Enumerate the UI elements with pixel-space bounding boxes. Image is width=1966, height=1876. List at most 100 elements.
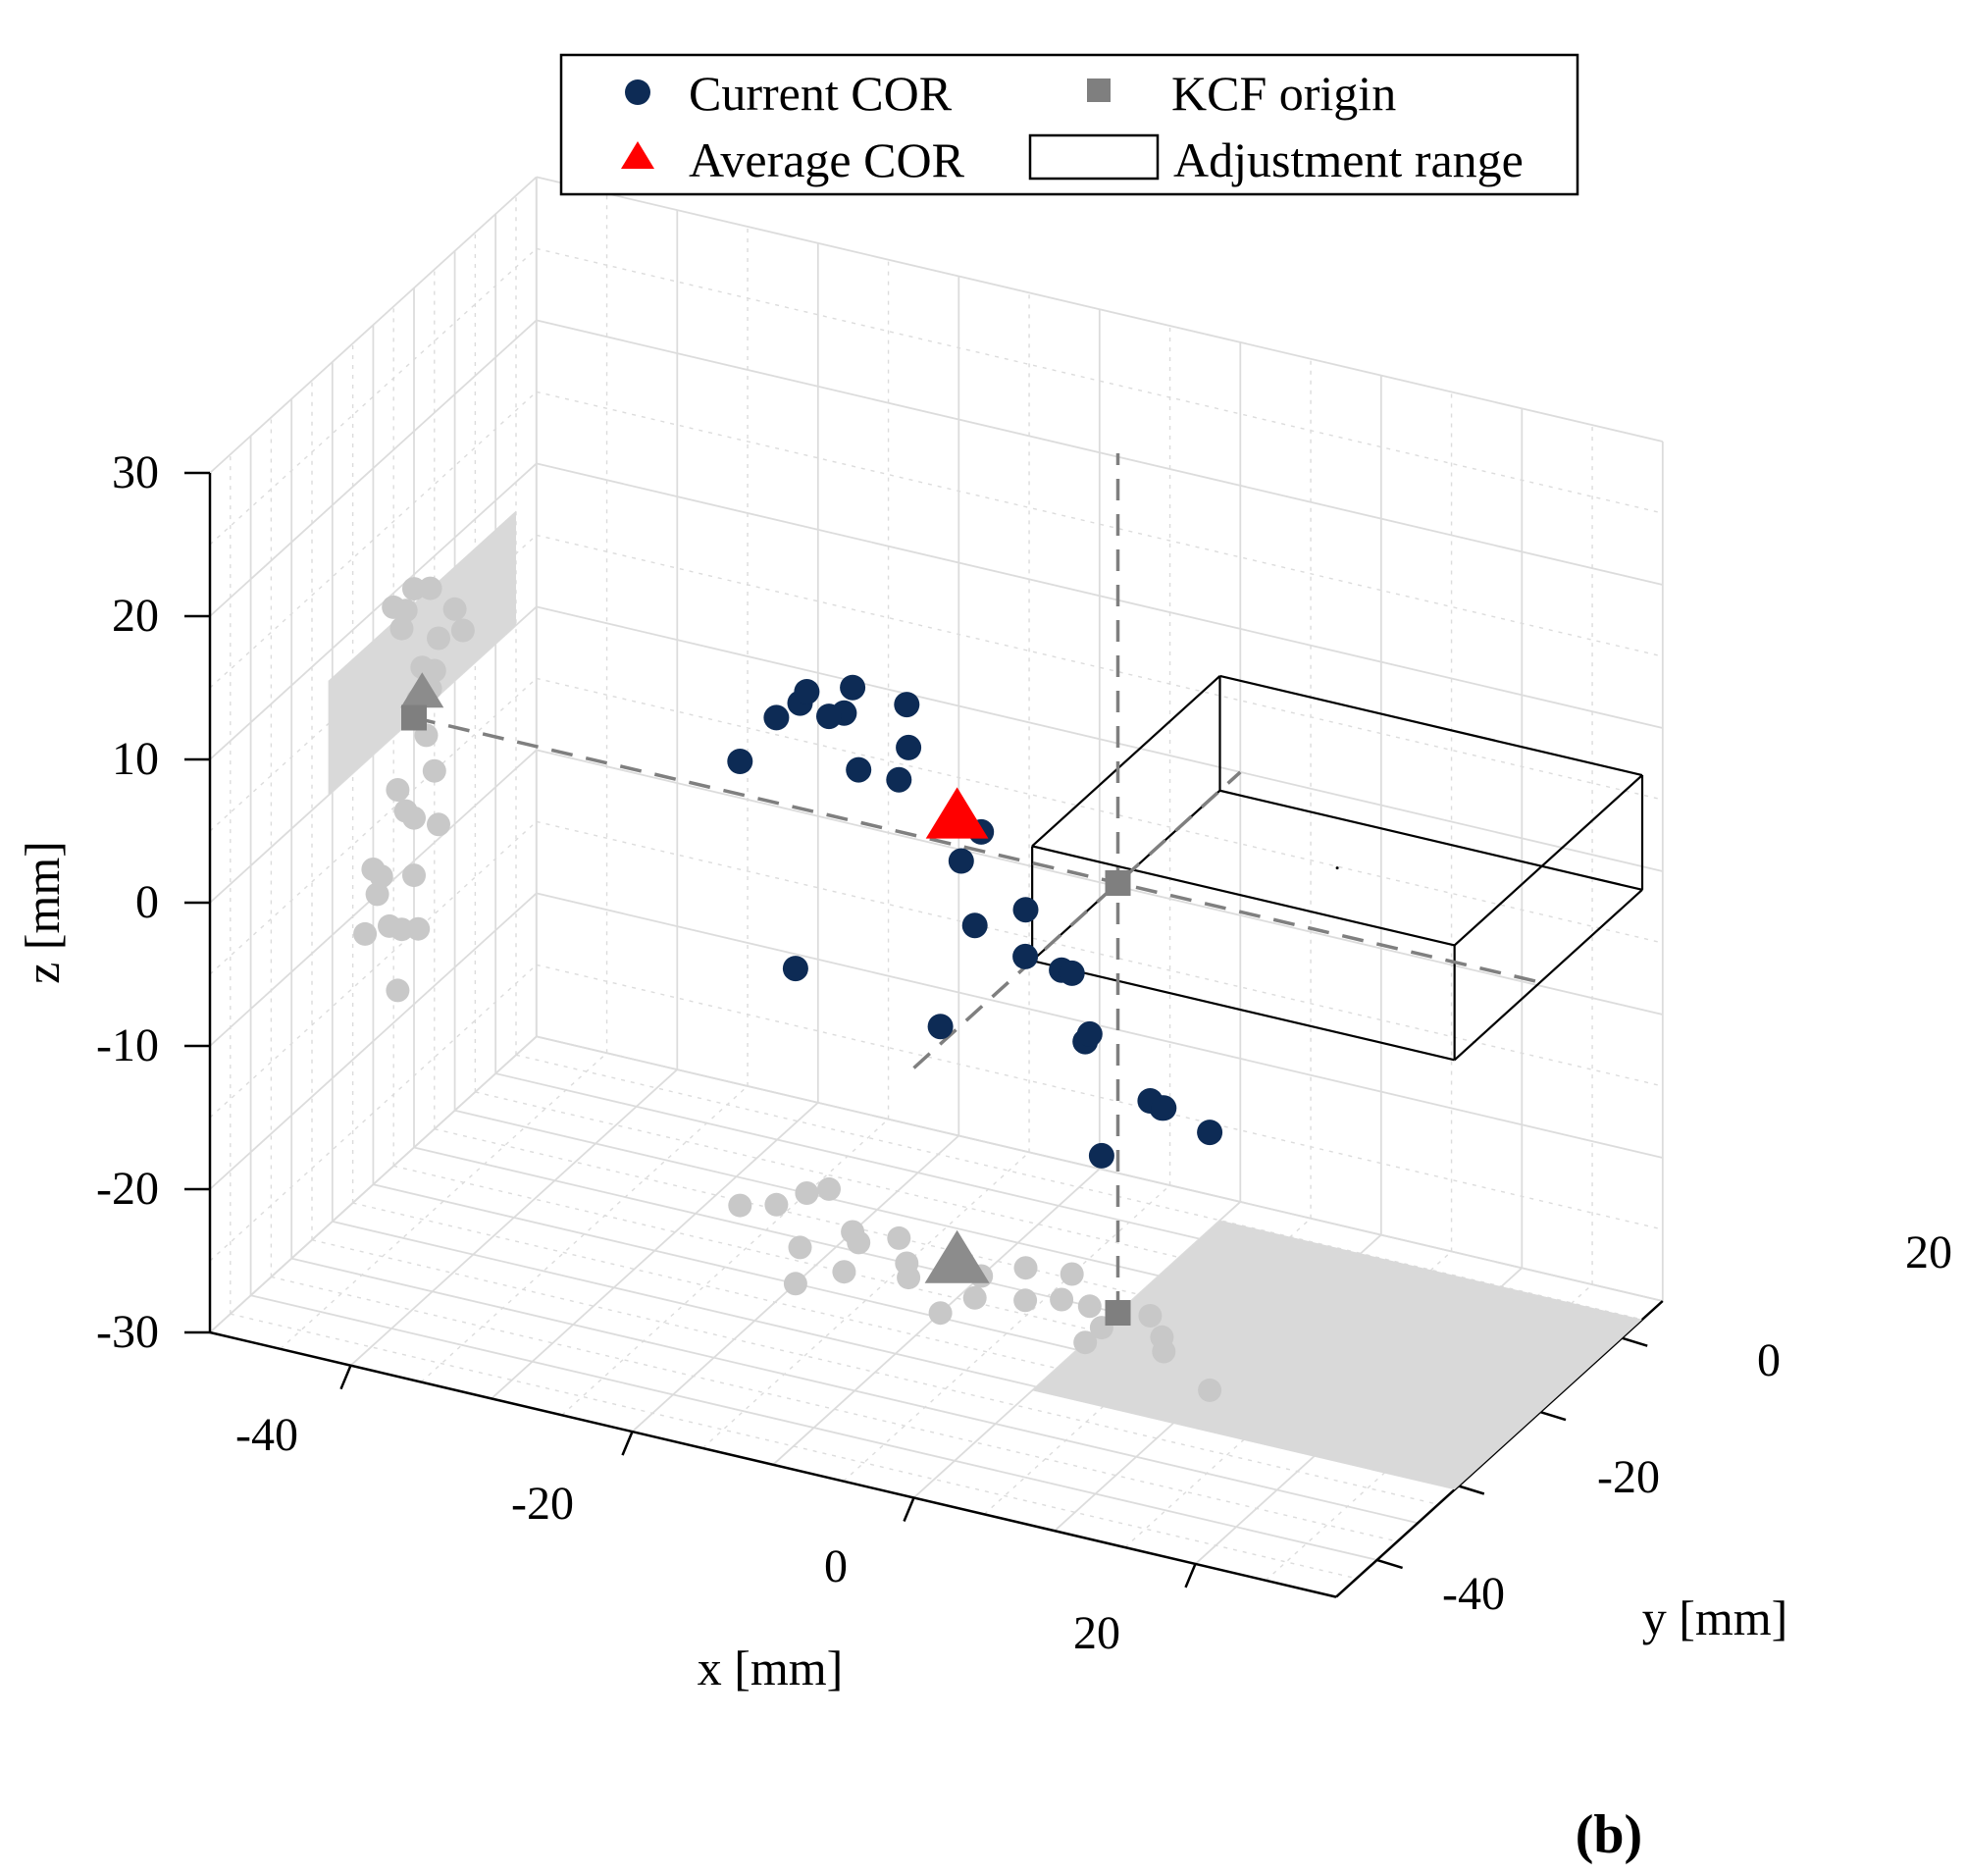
range-box-edge (1219, 674, 1643, 777)
wall-projection-point (427, 626, 450, 651)
current-cor-point (927, 1014, 954, 1040)
y-tick-mark (1539, 1410, 1567, 1422)
floor-grid-line (230, 1313, 1357, 1580)
floor-projection-point (728, 1193, 752, 1218)
legend-average-cor-marker (621, 141, 654, 169)
wall-projection-point (365, 882, 389, 907)
z-tick-labels: 30 20 10 0 -10 -20 -30 (96, 446, 159, 1358)
legend-current-cor-label: Current COR (689, 66, 953, 121)
z-tick-label: 0 (135, 876, 159, 928)
current-cor-point (1088, 1142, 1114, 1169)
y-tick-mark (1458, 1485, 1485, 1495)
back-wall-grid-line (536, 391, 1663, 657)
wall-projection-point (427, 812, 450, 837)
left-wall-shadow (328, 510, 516, 796)
y-tick-label: 20 (1905, 1226, 1952, 1278)
floor-projection-point (962, 1285, 987, 1310)
current-cor-point (794, 679, 820, 704)
floor-projection-point (1013, 1256, 1038, 1280)
left-wall-grid-line (209, 462, 538, 760)
x-tick-mark (903, 1497, 915, 1522)
current-cor-point (896, 734, 922, 760)
current-cor-point (782, 956, 808, 982)
legend-kcf-origin-marker (1087, 78, 1111, 102)
back-wall-grid-line (536, 892, 1664, 1159)
wall-projection-average (400, 672, 444, 708)
floor-grid-line (250, 1294, 1377, 1561)
back-wall-grid-line (536, 319, 1664, 586)
left-wall-grid-line (209, 892, 538, 1190)
floor-projection-point (928, 1301, 953, 1326)
y-axis-label: y [mm] (1642, 1590, 1788, 1645)
z-tick-label: 10 (112, 733, 159, 785)
range-box (1031, 674, 1644, 1062)
left-wall-grid-line (209, 176, 538, 474)
range-box-edge (1219, 789, 1643, 891)
z-tick-label: -30 (96, 1306, 159, 1358)
floor-projection-point (887, 1225, 911, 1250)
back-wall-grid-line (536, 964, 1663, 1230)
current-cor-point (1012, 897, 1039, 923)
z-tick-label: -20 (96, 1163, 159, 1215)
back-wall-grid-line (536, 605, 1664, 872)
current-cor-point (1012, 943, 1039, 969)
current-cor-point (886, 766, 912, 793)
origin-lines (401, 453, 1541, 1326)
floor-projection-point (1013, 1288, 1038, 1313)
y-tick-mark (1621, 1336, 1648, 1347)
y-axis-line (1335, 1300, 1664, 1598)
average-cor-marker (925, 787, 989, 839)
floor-projection-point (1060, 1262, 1084, 1286)
shadow-layer (328, 510, 1642, 1490)
legend-current-cor-marker (625, 79, 650, 105)
x-tick-label: -20 (511, 1478, 574, 1530)
floor-projection-point (783, 1272, 807, 1296)
y-tick-label: 0 (1757, 1334, 1781, 1386)
x-tick-mark (1184, 1563, 1197, 1589)
floor-projection-point (1152, 1339, 1176, 1364)
z-tick-label: -10 (96, 1019, 159, 1071)
floor-projection-point (1077, 1294, 1102, 1319)
data-layer (727, 674, 1223, 1169)
x-tick-label: 20 (1073, 1607, 1120, 1659)
range-box-center (1335, 866, 1339, 870)
y-tick-mark (1376, 1558, 1403, 1570)
floor-grid-line (271, 1276, 1398, 1542)
x-axis-label: x [mm] (698, 1641, 844, 1695)
left-wall-grid-line (209, 319, 538, 617)
range-box-edge (1453, 889, 1643, 1062)
floor-projection-point (795, 1181, 819, 1205)
floor-projection-point (1138, 1304, 1163, 1328)
range-box-edge (1031, 845, 1455, 947)
x-tick-label: -40 (235, 1409, 298, 1461)
range-box-edge (1031, 675, 1221, 848)
z-axis-label: z [mm] (15, 841, 70, 984)
wall-projection-point (402, 806, 426, 830)
kcf-origin-marker (1105, 870, 1131, 896)
legend: Current COR KCF origin Average COR Adjus… (559, 53, 1579, 196)
wall-projection-point (353, 921, 378, 946)
projection-layer (353, 576, 1222, 1402)
x-tick-label: 0 (824, 1540, 848, 1592)
left-wall-grid-line (209, 1035, 538, 1333)
legend-adjustment-range-label: Adjustment range (1173, 132, 1524, 187)
back-wall-grid-line (536, 247, 1663, 514)
current-cor-point (1151, 1095, 1177, 1121)
back-wall-grid-line (536, 677, 1663, 944)
panel-label: (b) (1576, 1804, 1642, 1865)
back-wall-grid-line (536, 749, 1664, 1016)
current-cor-point (894, 692, 920, 718)
floor-projection-average (924, 1229, 990, 1283)
current-cor-point (1059, 960, 1085, 986)
floor-projection-point (1073, 1330, 1098, 1355)
current-cor-point (1197, 1120, 1223, 1146)
y-tick-label: -20 (1597, 1451, 1660, 1503)
legend-kcf-origin-label: KCF origin (1171, 66, 1396, 121)
range-box-edge (1453, 774, 1643, 947)
wall-projection-point (389, 616, 414, 641)
wall-projection-point (442, 597, 467, 621)
wall-projection-point (406, 916, 431, 941)
current-cor-point (840, 674, 866, 701)
range-box-edge (1031, 960, 1455, 1062)
z-tick-label: 20 (112, 590, 159, 642)
